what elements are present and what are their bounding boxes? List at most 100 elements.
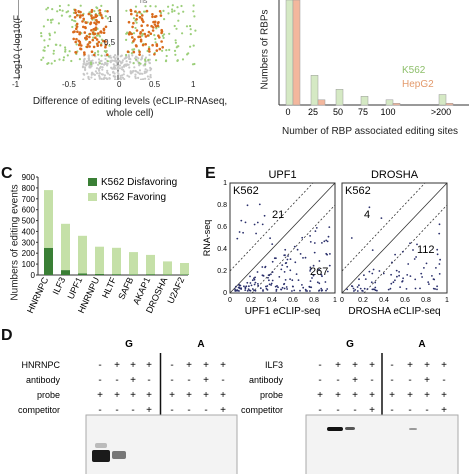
panel-e-point-upper-0	[255, 232, 257, 235]
emsa-right-band-2	[409, 428, 417, 430]
volcano-point-grey	[149, 69, 152, 72]
volcano-point-grey	[97, 58, 101, 61]
panel-c-y-tick-100: 100	[22, 260, 36, 269]
rbp-x-tick-1: 25	[308, 107, 318, 115]
volcano-point-green	[171, 8, 174, 11]
volcano-point-orange	[138, 10, 141, 14]
volcano-point-green	[165, 59, 168, 62]
volcano-point-green	[100, 4, 103, 7]
panel-e-point-1	[362, 290, 364, 292]
volcano-point-orange	[128, 31, 132, 34]
panel-e-point-0	[259, 287, 262, 290]
volcano-point-green	[52, 49, 56, 52]
panel-e-point-0	[253, 289, 255, 292]
volcano-point-green	[155, 59, 158, 62]
volcano-point-green	[71, 25, 74, 29]
panel-c-x-label-hnrnpc: HNRNPC	[25, 275, 51, 315]
volcano-point-green	[93, 10, 96, 13]
volcano-point-green	[40, 31, 43, 35]
volcano-point-green	[108, 44, 111, 47]
panel-e-point-upper-0	[253, 223, 256, 226]
volcano-point-grey	[94, 61, 98, 64]
rbp-count-chart: 0 25 50 75 100 >200	[278, 0, 469, 115]
volcano-point-grey	[131, 71, 134, 74]
volcano-point-grey	[137, 57, 140, 60]
volcano-point-green	[134, 26, 137, 30]
rbp-bar-hepg2-1	[317, 99, 326, 106]
panel-e-point-0	[328, 226, 331, 228]
volcano-point-green	[141, 34, 144, 37]
panel-e-point-0	[309, 268, 312, 271]
emsa-right-cell-1-2: +	[352, 375, 358, 386]
volcano-point-orange	[95, 14, 99, 18]
volcano-point-green	[60, 14, 64, 17]
volcano-point-grey	[115, 61, 118, 64]
volcano-point-green	[171, 4, 174, 7]
panel-e-point-1	[370, 281, 373, 284]
panel-e-point-0	[273, 257, 276, 260]
panel-e-x-tick-1-4: 0.8	[421, 297, 431, 304]
volcano-point-orange	[74, 8, 77, 12]
volcano-point-grey	[106, 69, 109, 72]
volcano-point-green	[78, 58, 81, 61]
volcano-point-green	[75, 43, 78, 46]
volcano-xtick-05: 0.5	[149, 80, 161, 89]
panel-c-bar-hltf-disfavoring	[112, 274, 121, 275]
volcano-point-green	[43, 46, 46, 49]
panel-label-e: E	[205, 165, 216, 182]
emsa-right-cell-2-0: +	[317, 390, 323, 401]
panel-e-point-1	[438, 223, 441, 226]
volcano-point-grey	[143, 70, 146, 73]
volcano-point-green	[42, 56, 45, 59]
volcano-point-grey	[112, 56, 115, 59]
volcano-point-green	[42, 25, 45, 28]
panel-e-point-upper-0	[256, 221, 259, 224]
volcano-point-green	[163, 18, 166, 21]
legend-hepg2: HepG2	[402, 79, 434, 90]
volcano-point-grey	[101, 66, 104, 69]
panel-e-point-upper-0	[263, 214, 266, 217]
volcano-point-green	[53, 31, 57, 34]
volcano-point-orange	[146, 34, 150, 37]
volcano-point-grey	[141, 72, 144, 75]
emsa-left-group-a: A	[197, 339, 204, 350]
volcano-point-green	[95, 34, 99, 37]
volcano-point-orange	[87, 12, 91, 16]
panel-e-point-0	[294, 261, 297, 264]
rbp-bar-k562-0	[285, 0, 294, 106]
panel-e-point-1	[363, 287, 366, 290]
volcano-point-grey	[134, 69, 137, 73]
emsa-right-cell-3-0: -	[318, 405, 321, 416]
volcano-point-green	[153, 34, 156, 37]
volcano-point-green	[154, 41, 157, 44]
volcano-point-grey	[125, 60, 128, 63]
volcano-point-grey	[93, 78, 96, 80]
volcano-point-grey	[146, 69, 149, 72]
volcano-point-orange	[90, 14, 93, 17]
volcano-point-grey	[109, 60, 112, 63]
emsa-right-row-label-1: antibody	[249, 375, 284, 385]
panel-e-cell-1: K562	[345, 185, 371, 197]
emsa-left-cell-1-0: -	[98, 375, 101, 386]
volcano-point-orange	[79, 47, 83, 51]
volcano-scatter	[18, 0, 197, 80]
volcano-point-orange	[75, 27, 78, 31]
panel-e-point-1	[394, 253, 396, 256]
panel-e-point-0	[265, 287, 268, 290]
volcano-point-grey	[98, 69, 101, 72]
panel-e-point-0	[291, 290, 293, 292]
panel-e-point-0	[289, 258, 292, 260]
volcano-point-orange	[104, 43, 108, 47]
volcano-point-green	[141, 32, 144, 36]
volcano-point-green	[191, 63, 195, 66]
emsa-left-cell-1-7: -	[221, 375, 224, 386]
volcano-point-grey	[121, 61, 124, 64]
panel-e-diagonal-1	[341, 182, 448, 294]
volcano-point-green	[125, 9, 128, 12]
rbp-bar-k562-5	[438, 94, 447, 106]
volcano-point-grey	[97, 68, 100, 71]
panel-e-point-0	[324, 281, 327, 283]
volcano-point-grey	[118, 67, 121, 70]
volcano-point-green	[94, 51, 97, 55]
panel-e-diagonal-0	[229, 182, 336, 294]
